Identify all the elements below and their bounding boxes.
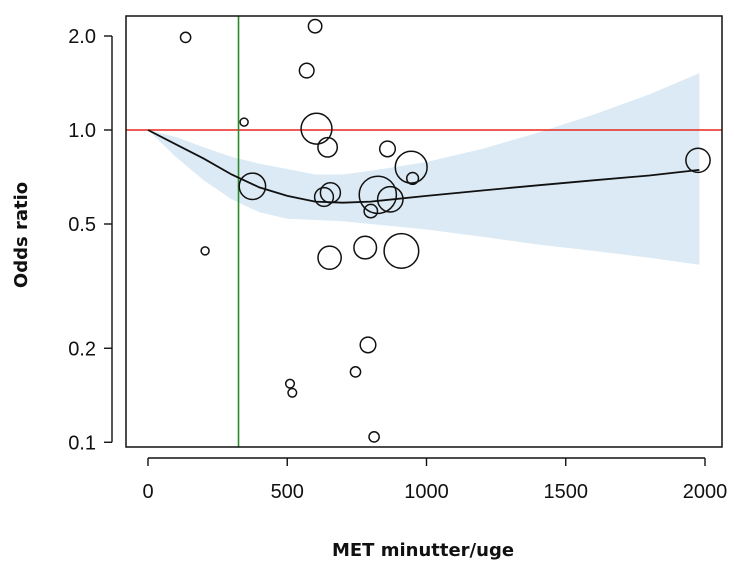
data-point [359, 336, 377, 354]
data-point [363, 203, 379, 219]
data-point [238, 172, 267, 201]
fitted-curve [147, 129, 700, 204]
y-tick-label: 0.2 [68, 338, 96, 360]
x-axis: 0 500 1000 1500 2000 [142, 457, 728, 503]
x-tick-label: 1000 [404, 481, 449, 503]
data-point [376, 185, 404, 213]
data-point [383, 232, 420, 269]
data-point [378, 140, 397, 158]
data-point [200, 246, 210, 256]
data-point [317, 245, 342, 271]
y-tick-label: 0.1 [68, 432, 96, 454]
data-point [353, 235, 378, 260]
x-tick-label: 500 [271, 481, 304, 503]
confidence-band-layer [148, 73, 700, 265]
confidence-band [148, 73, 700, 265]
data-point [287, 387, 298, 398]
data-point [284, 378, 296, 389]
x-tick-label: 1500 [544, 481, 589, 503]
data-point [394, 150, 428, 184]
data-point [349, 366, 362, 378]
y-tick-label: 0.5 [68, 214, 96, 236]
data-point [368, 431, 380, 443]
data-point [405, 171, 420, 186]
plot-frame [125, 15, 723, 448]
y-tick-label: 2.0 [68, 26, 96, 48]
data-points-layer [179, 18, 711, 443]
reference-line-layer [126, 16, 722, 447]
y-tick-label: 1.0 [68, 120, 96, 142]
x-tick-label: 0 [142, 481, 153, 503]
data-point [358, 175, 398, 215]
fitted-curve-layer [147, 129, 700, 204]
data-point [307, 18, 323, 34]
data-point [179, 31, 192, 44]
x-tick-label: 2000 [683, 481, 728, 503]
data-point [685, 147, 711, 174]
data-point [313, 186, 335, 208]
data-point [239, 117, 249, 127]
y-axis: 0.1 0.2 0.5 1.0 2.0 [68, 26, 113, 454]
data-point [300, 112, 333, 145]
y-axis-title: Odds ratio [11, 182, 32, 288]
data-point [319, 181, 342, 204]
x-axis-title: MET minutter/uge [332, 540, 514, 561]
data-point [317, 136, 339, 158]
data-point [298, 62, 315, 79]
